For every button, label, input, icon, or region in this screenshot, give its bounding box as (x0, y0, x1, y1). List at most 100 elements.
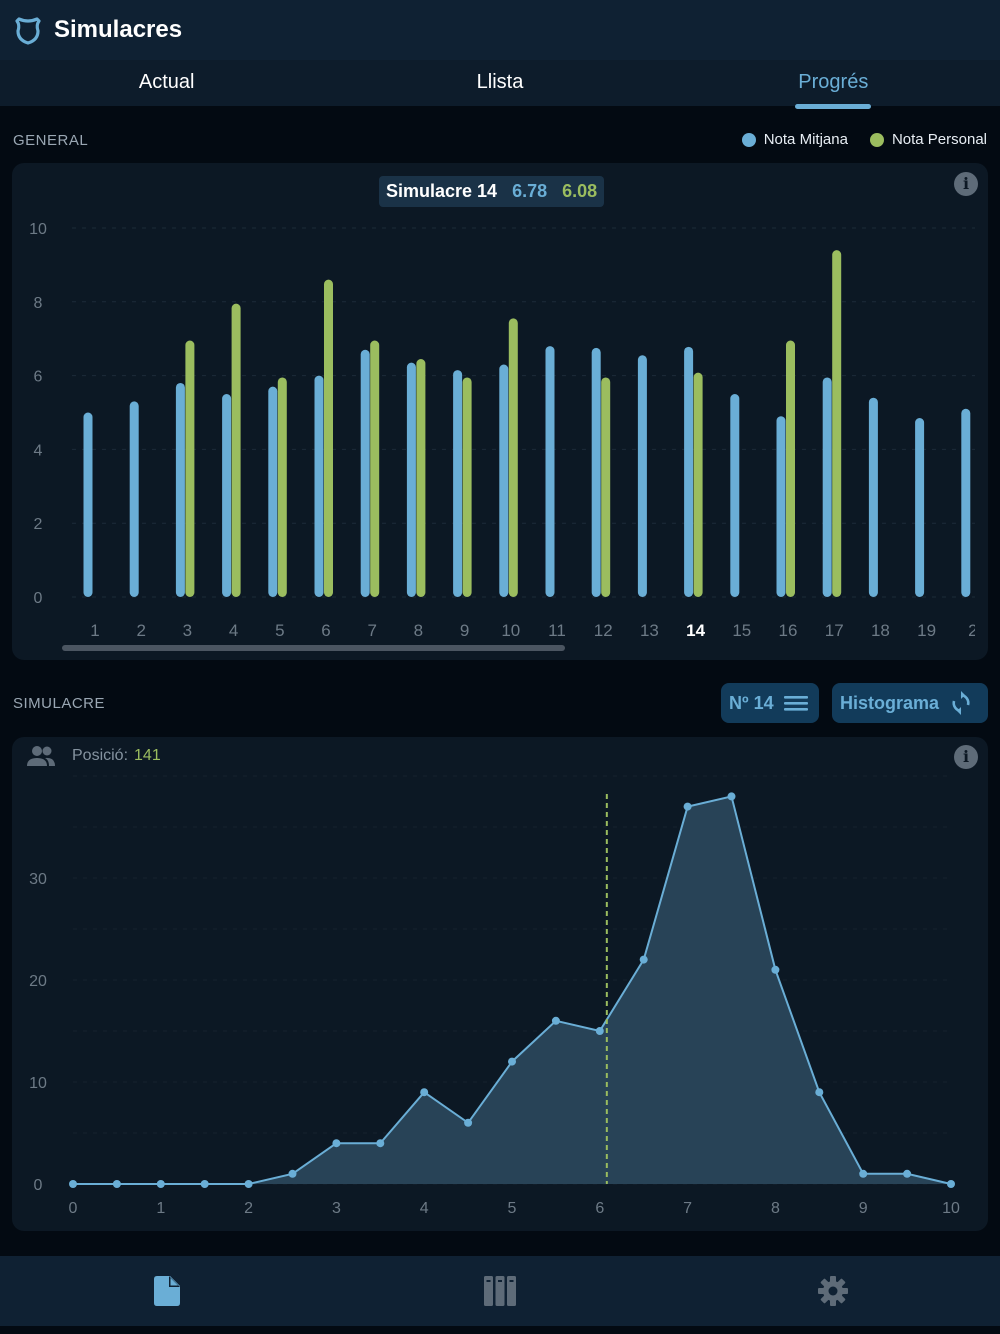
bar-average-16[interactable] (776, 416, 786, 597)
bar-average-9[interactable] (453, 370, 463, 597)
bar-average-1[interactable] (83, 412, 93, 598)
x-tick-label: 7 (683, 1200, 692, 1217)
nav-library[interactable] (333, 1256, 666, 1326)
shield-icon (15, 17, 41, 45)
tab-actual[interactable]: Actual (138, 71, 195, 93)
bar-average-13[interactable] (637, 355, 647, 597)
x-tick-label[interactable]: 5 (275, 621, 284, 640)
histogram-point (376, 1139, 385, 1148)
histogram-mode-label: Histograma (840, 692, 940, 713)
x-tick-label: 9 (859, 1200, 868, 1217)
histogram-point (727, 792, 736, 801)
x-tick-label[interactable]: 18 (871, 621, 890, 640)
nav-settings[interactable] (667, 1256, 1000, 1326)
histogram-point (112, 1180, 121, 1188)
bar-average-11[interactable] (545, 346, 555, 597)
nav-simulacres[interactable] (0, 1256, 333, 1326)
x-tick-label[interactable]: 7 (367, 621, 376, 640)
position-value: 141 (134, 747, 161, 764)
horizontal-scrollbar (62, 645, 565, 651)
x-tick-label[interactable]: 8 (414, 621, 423, 640)
bar-average-12[interactable] (591, 347, 601, 597)
refresh-icon (949, 691, 973, 715)
bar-average-8[interactable] (406, 362, 416, 597)
x-tick-label[interactable]: 2 (968, 621, 977, 640)
bar-average-17[interactable] (822, 377, 832, 597)
bar-personal-4[interactable] (231, 303, 241, 597)
bar-personal-16[interactable] (786, 340, 795, 597)
simulacre-section-label: SIMULACRE (13, 695, 106, 712)
bars-group: 1 2 3 4 5 6 7 8 9 10 11 12 13 14 15 16 17 18 19 2 (83, 250, 977, 640)
histogram-point (420, 1088, 429, 1097)
x-tick-label[interactable]: 19 (917, 621, 936, 640)
histogram-area-chart[interactable]: 0 10 20 30 0 1 2 3 4 5 6 7 8 9 10 (0, 737, 1000, 1231)
histogram-point (551, 1016, 560, 1025)
bar-average-10[interactable] (499, 364, 509, 597)
x-tick-label[interactable]: 1 (90, 621, 99, 640)
x-tick-label[interactable]: 13 (640, 621, 659, 640)
bar-average-2[interactable] (129, 401, 139, 597)
histogram-mode-button[interactable]: Histograma (832, 683, 988, 723)
bar-average-15[interactable] (730, 394, 740, 597)
bar-personal-10[interactable] (508, 318, 518, 597)
histogram-point (947, 1180, 955, 1188)
bar-personal-9[interactable] (462, 377, 472, 597)
x-tick-label[interactable]: 14 (686, 621, 705, 640)
bar-average-18[interactable] (868, 397, 878, 597)
y-tick-label: 4 (34, 442, 43, 459)
histogram-point (859, 1169, 868, 1178)
bar-personal-12[interactable] (601, 377, 611, 597)
bar-average-19[interactable] (915, 418, 925, 597)
bar-personal-7[interactable] (370, 340, 380, 597)
histogram-point (464, 1118, 473, 1127)
bar-personal-3[interactable] (185, 340, 195, 597)
x-tick-label[interactable]: 12 (594, 621, 613, 640)
legend-item-personal[interactable]: Nota Personal (869, 131, 987, 148)
legend-item-average[interactable]: Nota Mitjana (741, 131, 848, 148)
bar-personal-6[interactable] (324, 279, 333, 597)
bar-average-4[interactable] (222, 394, 232, 597)
bar-personal-14[interactable] (693, 372, 703, 597)
bar-average-3[interactable] (175, 382, 185, 597)
y-tick-label: 8 (34, 295, 43, 312)
x-tick-label[interactable]: 9 (460, 621, 469, 640)
bar-average-2[interactable] (961, 408, 971, 597)
histogram-point (156, 1180, 165, 1188)
bar-average-7[interactable] (360, 349, 370, 597)
x-tick-label[interactable]: 4 (229, 621, 238, 640)
y-tick-label: 0 (34, 1177, 43, 1194)
library-icon (483, 1276, 516, 1306)
x-tick-label[interactable]: 16 (779, 621, 798, 640)
histogram-area (73, 796, 951, 1184)
x-tick-label[interactable]: 6 (321, 621, 330, 640)
info-icon[interactable]: i (954, 745, 978, 769)
bar-average-5[interactable] (268, 386, 278, 597)
x-tick-label: 1 (156, 1200, 165, 1217)
info-icon[interactable]: i (954, 172, 978, 196)
simulacre-number-label: Nº 14 (729, 692, 774, 713)
histogram-point (639, 955, 648, 964)
x-tick-label[interactable]: 11 (548, 621, 566, 640)
app-title: Simulacres (54, 16, 183, 43)
bar-personal-8[interactable] (416, 358, 426, 597)
x-tick-label[interactable]: 10 (501, 621, 520, 640)
list-icon (783, 693, 808, 713)
bar-average-14[interactable] (684, 346, 694, 597)
x-tick-label: 2 (244, 1200, 253, 1217)
x-tick-label: 10 (942, 1200, 960, 1217)
tab-progres[interactable]: Progrés (667, 60, 1000, 106)
x-tick-label[interactable]: 2 (136, 621, 145, 640)
histogram-point (244, 1180, 253, 1188)
x-tick-label[interactable]: 3 (183, 621, 192, 640)
x-tick-label[interactable]: 17 (825, 621, 844, 640)
simulacre-number-button[interactable]: Nº 14 (721, 683, 819, 723)
x-tick-label[interactable]: 15 (732, 621, 751, 640)
bar-personal-5[interactable] (277, 377, 287, 597)
bar-average-6[interactable] (314, 375, 324, 597)
x-tick-label: 8 (771, 1200, 780, 1217)
x-tick-label: 5 (508, 1200, 517, 1217)
bar-personal-17[interactable] (832, 250, 842, 597)
tab-llista[interactable]: Llista (476, 71, 524, 93)
users-icon (27, 746, 55, 766)
